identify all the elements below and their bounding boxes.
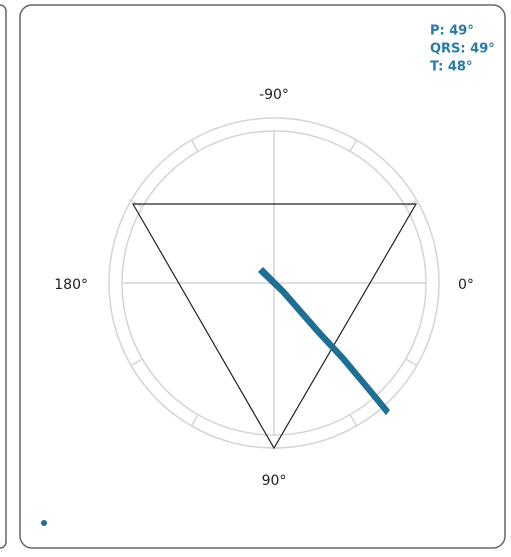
axis-label: 0° <box>458 277 474 293</box>
status-dot <box>41 520 47 526</box>
axis-label: -90° <box>259 87 289 103</box>
axis-label: 180° <box>54 277 88 293</box>
side-panel <box>0 4 7 549</box>
einthoven-triangle <box>131 203 418 450</box>
ring-tick <box>349 139 358 152</box>
ring-tick <box>405 358 418 367</box>
vector-loop <box>257 266 390 416</box>
ring-tick <box>130 358 143 367</box>
readout: QRS: 49° <box>430 42 495 57</box>
ring-tick <box>349 414 358 427</box>
readout: P: 49° <box>430 24 474 39</box>
ring-tick <box>190 414 199 427</box>
readout: T: 48° <box>430 60 472 75</box>
ring-tick <box>190 139 199 152</box>
axis-label: 90° <box>262 473 287 489</box>
